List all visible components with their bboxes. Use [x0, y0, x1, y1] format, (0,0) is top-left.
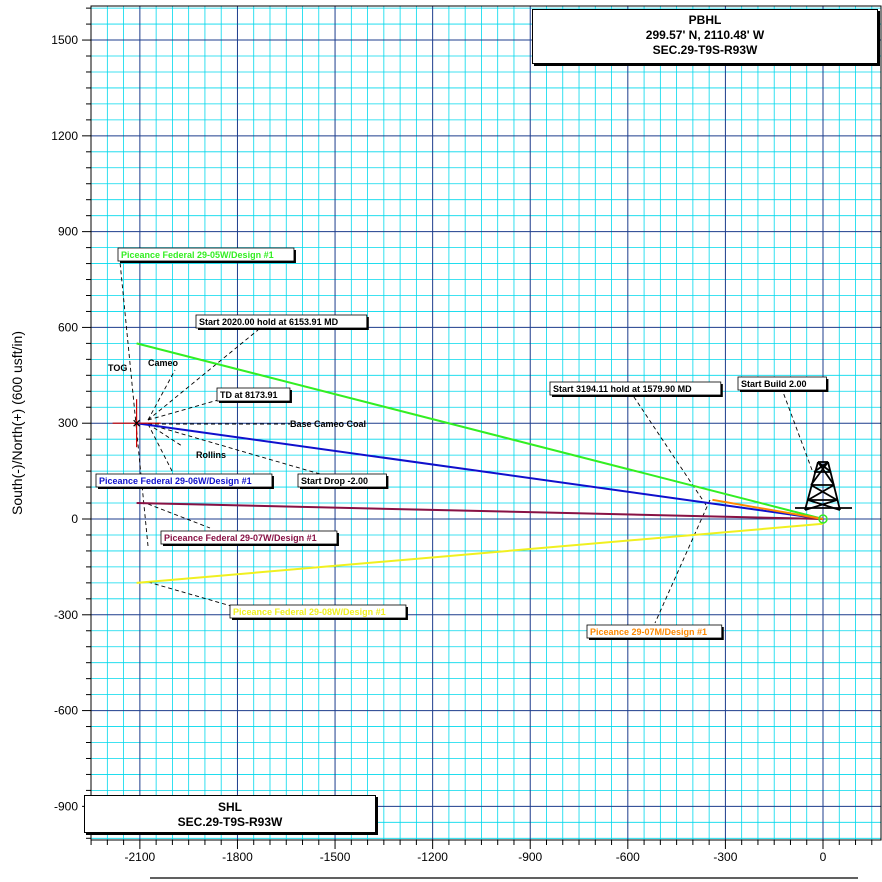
pbhl-box: PBHL 299.57' N, 2110.48' W SEC.29-T9S-R9… — [532, 9, 878, 64]
shl-title: SHL — [218, 800, 242, 814]
drilling-rig-icon — [795, 461, 852, 511]
x-tick-label: -1200 — [417, 850, 448, 864]
pbhl-title: PBHL — [688, 13, 722, 27]
label-box — [737, 376, 827, 391]
label-box — [216, 387, 291, 402]
leader-line — [147, 503, 211, 529]
leader-line — [782, 391, 813, 471]
rig-strut — [804, 499, 838, 511]
y-tick-label: 900 — [58, 225, 78, 239]
label-start-build-text: Start Build 2.00 — [741, 379, 807, 389]
label-td: TD at 8173.91 — [216, 387, 292, 403]
label-box — [117, 247, 295, 262]
label-box — [297, 473, 387, 488]
label-start-hold-1-text: Start 2020.00 hold at 6153.91 MD — [199, 317, 339, 327]
label-start-hold-1: Start 2020.00 hold at 6153.91 MD — [195, 314, 369, 330]
x-tick-label: -1800 — [222, 850, 253, 864]
leader-line — [147, 329, 259, 421]
leader-line — [119, 261, 149, 547]
label-box — [160, 530, 338, 545]
label-series-29-08w-text: Piceance Federal 29-08W/Design #1 — [233, 607, 386, 617]
y-tick-label: -300 — [54, 608, 78, 622]
y-tick-label: -900 — [54, 799, 78, 813]
y-tick-label: 600 — [58, 320, 78, 334]
rig-strut — [817, 461, 832, 473]
annotation-labels: Piceance Federal 29-05W/Design #1 Piceanc… — [95, 247, 829, 640]
well-paths — [136, 342, 824, 584]
rig-strut — [813, 461, 829, 473]
label-series-29-05w: Piceance Federal 29-05W/Design #1 — [117, 247, 296, 263]
x-tick-label: -1500 — [320, 850, 351, 864]
label-start-drop: Start Drop -2.00 — [297, 473, 389, 489]
label-box — [586, 624, 723, 639]
label-series-29-06w: Piceance Federal 29-06W/Design #1 — [95, 473, 274, 489]
target-x — [133, 419, 141, 427]
label-start-hold-2: Start 3194.11 hold at 1579.90 MD — [549, 381, 723, 397]
label-series-29-07w-text: Piceance Federal 29-07W/Design #1 — [164, 533, 317, 543]
pbhl-section: SEC.29-T9S-R93W — [652, 43, 758, 57]
rig-strut — [810, 484, 838, 501]
label-series-29-06w-text: Piceance Federal 29-06W/Design #1 — [99, 476, 252, 486]
label-series-29-07m: Piceance 29-07M/Design #1 — [586, 624, 724, 640]
rig-strut — [810, 461, 829, 486]
leader-line — [147, 581, 239, 609]
label-cameo: Cameo — [148, 358, 179, 368]
label-box — [95, 473, 273, 488]
label-series-29-07w: Piceance Federal 29-07W/Design #1 — [160, 530, 339, 546]
y-tick-labels: -900 -600 -300 0 300 600 900 1200 1500 — [51, 33, 78, 813]
label-series-29-08w: Piceance Federal 29-08W/Design #1 — [229, 604, 408, 620]
axis-ticks — [82, 7, 873, 849]
label-start-build: Start Build 2.00 — [737, 376, 829, 392]
label-series-29-05w-text: Piceance Federal 29-05W/Design #1 — [121, 250, 274, 260]
well-path — [136, 342, 824, 520]
y-tick-label: 1500 — [51, 33, 78, 47]
formation-markers — [112, 399, 828, 524]
leader-line — [654, 499, 711, 624]
x-tick-label: -300 — [713, 850, 737, 864]
x-tick-label: 0 — [820, 850, 827, 864]
leader-line — [147, 369, 176, 421]
pbhl-coords: 299.57' N, 2110.48' W — [645, 28, 765, 42]
label-rollins: Rollins — [196, 450, 226, 460]
well-path — [136, 422, 824, 520]
leader-line — [631, 393, 707, 506]
well-path — [136, 522, 824, 584]
y-axis-label: South(-)/North(+) (600 usft/in) — [9, 331, 25, 515]
label-base-cameo-coal: Base Cameo Coal — [290, 419, 366, 429]
leader-line — [147, 399, 219, 421]
shl-box: SHL SEC.29-T9S-R93W — [84, 795, 376, 833]
well-path — [712, 498, 824, 520]
rig-strut — [817, 461, 835, 486]
rig-strut — [807, 484, 835, 501]
y-tick-label: -600 — [54, 704, 78, 718]
major-grid — [91, 6, 881, 840]
label-box — [229, 604, 407, 619]
label-start-drop-text: Start Drop -2.00 — [301, 476, 368, 486]
well-path — [136, 502, 824, 520]
label-tog: TOG — [108, 363, 127, 373]
label-start-hold-2-text: Start 3194.11 hold at 1579.90 MD — [553, 384, 692, 394]
x-tick-label: -900 — [518, 850, 542, 864]
shl-section: SEC.29-T9S-R93W — [177, 815, 283, 829]
label-series-29-07m-text: Piceance 29-07M/Design #1 — [590, 627, 707, 637]
label-box — [549, 381, 722, 396]
y-tick-label: 1200 — [51, 129, 78, 143]
x-tick-labels: -2100 -1800 -1500 -1200 -900 -600 -300 0 — [125, 850, 827, 864]
y-tick-label: 300 — [58, 416, 78, 430]
label-td-text: TD at 8173.91 — [220, 390, 278, 400]
y-tick-label: 0 — [71, 512, 78, 526]
leader-line — [147, 423, 321, 475]
leader-line — [147, 423, 173, 472]
x-tick-label: -600 — [616, 850, 640, 864]
label-box — [195, 314, 368, 329]
surface-location-marker — [818, 514, 828, 524]
x-tick-label: -2100 — [125, 850, 156, 864]
